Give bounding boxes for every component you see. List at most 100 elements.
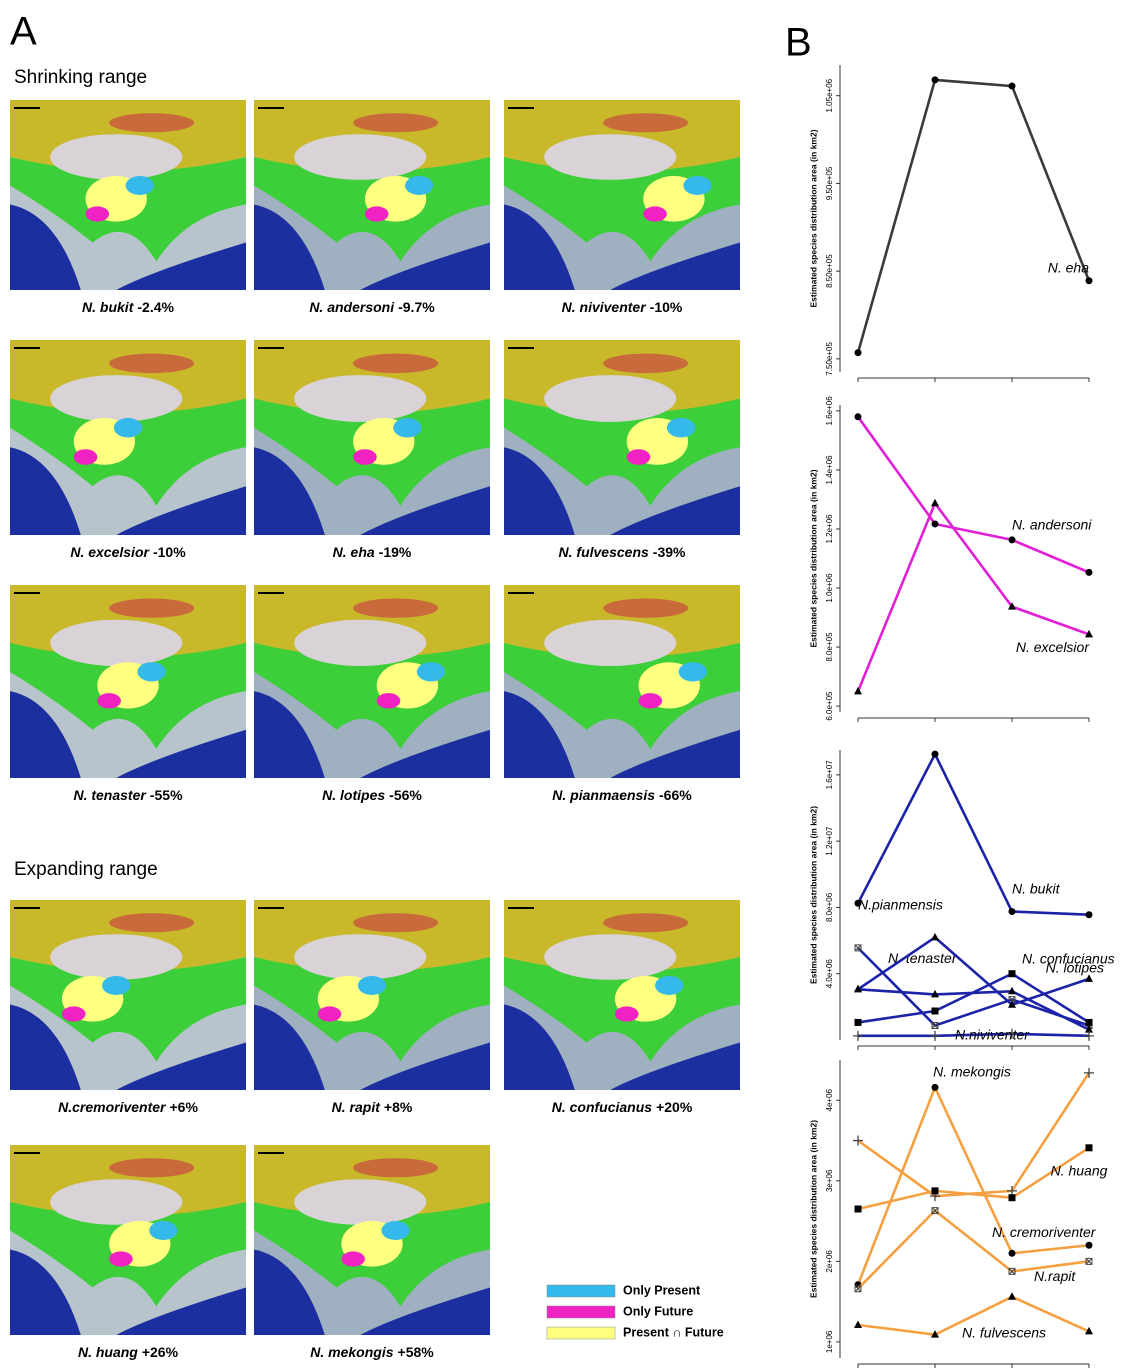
y-tick-label: 7.50e+05 — [825, 341, 834, 375]
point — [1009, 83, 1016, 90]
map-present — [114, 418, 142, 438]
map-plateau — [294, 934, 426, 980]
map-ridge — [109, 599, 194, 618]
map-ridge — [353, 913, 438, 932]
map-caption: N. mekongis+58% — [310, 1344, 434, 1360]
point — [1008, 1292, 1016, 1300]
map-caption: N. andersoni-9.7% — [309, 299, 435, 315]
map-present — [381, 1221, 409, 1240]
point — [931, 933, 939, 941]
map-caption: N. excelsior-10% — [70, 544, 186, 560]
point — [1009, 536, 1016, 543]
map — [504, 900, 740, 1090]
y-tick-label: 8.0e+06 — [825, 892, 834, 922]
y-tick-label: 1.05e+06 — [825, 78, 834, 112]
series-label: N. eha — [1048, 259, 1089, 275]
y-tick-label: 1.2e+06 — [825, 514, 834, 544]
y-axis-label: Estimated species distribution area (in … — [808, 1120, 818, 1298]
map-present — [126, 176, 154, 195]
map — [504, 585, 740, 778]
series-line — [858, 989, 1089, 1029]
range-change: +58% — [398, 1344, 435, 1360]
line-chart: 7.50e+05 8.50e+05 9.50e+05 1.05e+06 Estimate… — [808, 65, 1092, 382]
map-plateau — [50, 134, 182, 180]
legend-swatch — [547, 1306, 615, 1318]
map-present — [393, 418, 421, 438]
species-name: N. excelsior — [70, 544, 150, 560]
map-ridge — [109, 113, 194, 132]
map-plateau — [50, 1179, 182, 1225]
range-change: -39% — [653, 544, 686, 560]
map-future — [639, 693, 663, 708]
map-ridge — [603, 354, 688, 374]
range-change: -10% — [153, 544, 186, 560]
y-tick-label: 1.4e+06 — [825, 455, 834, 485]
point — [1009, 970, 1016, 977]
map-plateau — [544, 620, 676, 666]
map-future — [62, 1006, 86, 1021]
series-label: N.niviventer — [955, 1027, 1030, 1043]
map-plateau — [50, 375, 182, 422]
map-present — [683, 176, 711, 195]
map — [10, 900, 246, 1090]
range-change: -56% — [389, 787, 422, 803]
species-name: N. eha — [333, 544, 375, 560]
series-label: N.pianmensis — [858, 897, 943, 913]
point — [1086, 1144, 1093, 1151]
range-change: +20% — [656, 1099, 693, 1115]
map — [254, 1145, 490, 1335]
series-label: N. excelsior — [1016, 639, 1090, 655]
point — [1009, 1250, 1016, 1257]
map-future — [377, 693, 401, 708]
range-change: -10% — [650, 299, 683, 315]
point — [932, 76, 939, 83]
species-name: N. confucianus — [552, 1099, 653, 1115]
y-tick-label: 1e+06 — [825, 1330, 834, 1353]
point — [855, 1019, 862, 1026]
map-present — [667, 418, 695, 438]
map-present — [102, 976, 130, 995]
map — [254, 900, 490, 1090]
y-tick-label: 8.50e+05 — [825, 254, 834, 288]
map-caption: N.cremoriventer+6% — [58, 1099, 198, 1115]
map-caption: N. confucianus+20% — [552, 1099, 693, 1115]
y-tick-label: 1.2e+07 — [825, 826, 834, 856]
y-tick-label: 3e+06 — [825, 1169, 834, 1192]
y-tick-label: 9.50e+05 — [825, 166, 834, 200]
map-ridge — [353, 1158, 438, 1177]
map-future — [627, 449, 651, 465]
point — [930, 1031, 940, 1041]
range-change: -55% — [150, 787, 183, 803]
map-plateau — [294, 375, 426, 422]
species-name: N. tenaster — [73, 787, 147, 803]
map — [254, 585, 490, 778]
series-label: N. andersoni — [1012, 517, 1092, 533]
y-axis-label: Estimated species distribution area (in … — [808, 129, 818, 307]
map-future — [341, 1251, 365, 1266]
legend-swatch — [547, 1285, 615, 1297]
map-caption: N. niviventer-10% — [562, 299, 683, 315]
map-ridge — [603, 113, 688, 132]
y-tick-label: 1.6e+07 — [825, 760, 834, 790]
map-plateau — [544, 134, 676, 180]
map-plateau — [544, 375, 676, 422]
point — [1086, 1242, 1093, 1249]
point — [1086, 1019, 1093, 1026]
y-tick-label: 8.0e+05 — [825, 632, 834, 662]
line-chart: LIGLGMPresentFuture1e+062e+063e+064e+06E… — [808, 1060, 1108, 1368]
map-plateau — [50, 934, 182, 980]
map-caption: N. huang+26% — [78, 1344, 179, 1360]
map — [504, 340, 740, 535]
map-future — [74, 449, 98, 465]
map-caption: N. bukit-2.4% — [82, 299, 174, 315]
point — [1086, 277, 1093, 284]
point — [855, 945, 861, 951]
map-plateau — [50, 620, 182, 666]
map-caption: N. pianmaensis-66% — [552, 787, 692, 803]
map-future — [615, 1006, 639, 1021]
point — [932, 1187, 939, 1194]
y-tick-label: 6.0e+05 — [825, 691, 834, 721]
point — [853, 1031, 863, 1041]
point — [932, 1084, 939, 1091]
